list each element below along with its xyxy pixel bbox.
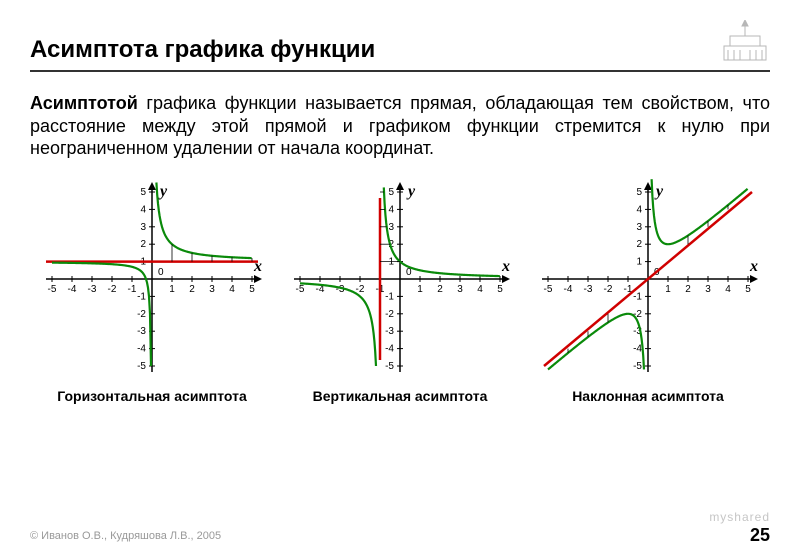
svg-text:3: 3: [457, 284, 463, 295]
svg-text:2: 2: [685, 284, 691, 295]
svg-text:y: y: [654, 183, 664, 200]
svg-text:2: 2: [437, 284, 443, 295]
svg-text:-5: -5: [296, 284, 305, 295]
svg-text:-1: -1: [385, 291, 394, 302]
svg-text:1: 1: [417, 284, 423, 295]
svg-text:-1: -1: [137, 291, 146, 302]
svg-text:5: 5: [497, 284, 503, 295]
svg-text:y: y: [158, 183, 168, 200]
svg-text:5: 5: [388, 187, 394, 198]
page-title: Асимптота графика функции: [30, 36, 375, 64]
svg-text:2: 2: [140, 239, 146, 250]
svg-text:-1: -1: [128, 284, 137, 295]
page-number: 25: [750, 525, 770, 546]
svg-text:4: 4: [388, 204, 394, 215]
svg-text:-2: -2: [108, 284, 117, 295]
svg-text:-5: -5: [137, 361, 146, 372]
svg-text:2: 2: [636, 239, 642, 250]
svg-text:3: 3: [209, 284, 215, 295]
watermark: myshared: [709, 510, 770, 524]
caption-horizontal: Горизонтальная асимптота: [57, 388, 247, 404]
svg-text:4: 4: [229, 284, 235, 295]
svg-text:1: 1: [636, 256, 642, 267]
caption-oblique: Наклонная асимптота: [572, 388, 724, 404]
svg-text:-5: -5: [633, 361, 642, 372]
svg-text:-5: -5: [385, 361, 394, 372]
svg-text:y: y: [406, 183, 416, 200]
svg-text:-4: -4: [137, 343, 146, 354]
svg-text:x: x: [501, 258, 510, 275]
svg-text:0: 0: [158, 267, 164, 278]
svg-text:4: 4: [477, 284, 483, 295]
logo-icon: [720, 20, 770, 64]
svg-text:5: 5: [249, 284, 255, 295]
charts-row: -5 -4 -3 -2 -1 1 2 3 4 5 -5 -4 -3 -2 -1 1 2 3 4 5 0 x y Горизо…: [30, 174, 770, 404]
svg-text:-1: -1: [633, 291, 642, 302]
svg-text:1: 1: [665, 284, 671, 295]
svg-text:-5: -5: [48, 284, 57, 295]
chart-horizontal-asymptote: -5-4-3-2-112345-5-4-3-2-1123450xy: [34, 174, 270, 384]
svg-text:-3: -3: [137, 326, 146, 337]
svg-text:-4: -4: [633, 343, 642, 354]
svg-text:-4: -4: [68, 284, 77, 295]
svg-text:-3: -3: [385, 326, 394, 337]
svg-text:5: 5: [636, 187, 642, 198]
svg-text:-2: -2: [137, 308, 146, 319]
svg-text:x: x: [749, 258, 758, 275]
footer-copyright: © Иванов О.В., Кудряшова Л.В., 2005: [30, 530, 221, 542]
svg-text:3: 3: [705, 284, 711, 295]
svg-text:3: 3: [388, 221, 394, 232]
svg-text:4: 4: [140, 204, 146, 215]
svg-text:-3: -3: [584, 284, 593, 295]
svg-text:2: 2: [189, 284, 195, 295]
definition-text: Асимптотой графика функции называется пр…: [30, 92, 770, 160]
chart-oblique-asymptote: -5-4-3-2-112345-5-4-3-2-1123450xy: [530, 174, 766, 384]
svg-text:-3: -3: [88, 284, 97, 295]
svg-text:4: 4: [725, 284, 731, 295]
svg-text:3: 3: [140, 221, 146, 232]
svg-text:4: 4: [636, 204, 642, 215]
svg-text:5: 5: [745, 284, 751, 295]
svg-text:-2: -2: [385, 308, 394, 319]
svg-text:-5: -5: [544, 284, 553, 295]
svg-text:5: 5: [140, 187, 146, 198]
svg-text:-4: -4: [564, 284, 573, 295]
svg-text:-2: -2: [604, 284, 613, 295]
svg-text:3: 3: [636, 221, 642, 232]
chart-vertical-asymptote: -5-4-3-2-112345-5-4-3-2-1123450xy: [282, 174, 518, 384]
caption-vertical: Вертикальная асимптота: [313, 388, 488, 404]
svg-text:-4: -4: [385, 343, 394, 354]
svg-text:1: 1: [388, 256, 394, 267]
svg-text:1: 1: [169, 284, 175, 295]
